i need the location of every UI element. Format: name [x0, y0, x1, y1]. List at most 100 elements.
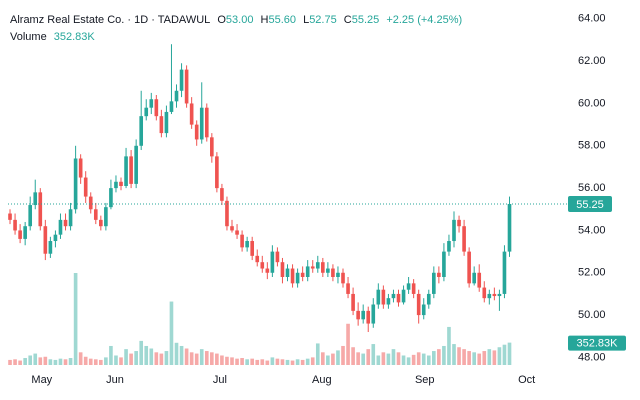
- volume-bar: [432, 351, 436, 365]
- volume-bar: [376, 355, 381, 365]
- candle-body: [245, 241, 249, 248]
- volume-bar: [497, 347, 502, 365]
- volume-bar: [346, 323, 350, 365]
- volume-bar: [149, 348, 154, 365]
- y-tick-label: 52.00: [578, 267, 606, 279]
- candle-body: [184, 69, 189, 104]
- candle-body: [285, 268, 290, 277]
- candle-body: [199, 107, 204, 140]
- candle-body: [58, 219, 63, 235]
- volume-bar: [184, 348, 189, 365]
- volume-bar: [68, 358, 73, 365]
- volume-bar: [285, 359, 290, 365]
- candle-body: [210, 137, 214, 157]
- candle-body: [174, 90, 179, 102]
- candle-body: [129, 156, 133, 184]
- volume-bar: [507, 342, 512, 365]
- volume-bar: [124, 349, 128, 365]
- volume-bar: [366, 349, 371, 365]
- candle-body: [215, 156, 219, 189]
- x-tick-label: Sep: [415, 374, 435, 386]
- candle-body: [8, 213, 12, 220]
- volume-bar: [114, 355, 118, 365]
- open-value: 53.00: [225, 14, 254, 26]
- volume-bar: [134, 351, 138, 365]
- volume-bar: [457, 347, 461, 365]
- volume-bar: [442, 345, 446, 365]
- candle-body: [63, 219, 68, 227]
- volume-bar: [53, 359, 58, 365]
- volume-bar: [265, 360, 270, 365]
- y-tick-label: 56.00: [578, 182, 606, 194]
- volume-bar: [144, 345, 149, 365]
- candle-body: [487, 293, 492, 299]
- volume-bar: [43, 356, 48, 365]
- symbol: Alramz Real Estate Co. · 1D · TADAWUL: [10, 14, 211, 26]
- volume-bar: [33, 353, 38, 365]
- volume-bar: [129, 353, 133, 365]
- candle-body: [492, 293, 497, 297]
- candle-body: [467, 251, 471, 284]
- volume-bar: [240, 358, 244, 365]
- volume-bar: [58, 358, 63, 365]
- candle-body: [48, 241, 53, 254]
- candle-body: [270, 251, 275, 273]
- candle-body: [250, 241, 255, 256]
- candle-body: [386, 298, 391, 305]
- candle-body: [18, 230, 22, 239]
- low-value: 52.75: [309, 14, 337, 26]
- volume-bar: [139, 340, 144, 365]
- y-tick-label: 50.00: [578, 309, 606, 321]
- open-label: O: [217, 14, 226, 26]
- volume-bar: [452, 344, 456, 365]
- volume-bar: [48, 359, 53, 365]
- volume-bar: [290, 360, 295, 365]
- candle-body: [406, 283, 411, 290]
- candle-body: [109, 188, 113, 208]
- volume-bar: [310, 357, 315, 365]
- candle-body: [13, 219, 17, 231]
- volume-label: Volume: [10, 31, 47, 43]
- last-price-label: 55.25: [576, 199, 604, 211]
- volume-bar: [356, 352, 360, 365]
- volume-bar: [315, 343, 320, 365]
- volume-bar: [351, 347, 355, 365]
- volume-bar: [235, 358, 239, 365]
- volume-bar: [8, 359, 12, 365]
- candle-body: [497, 293, 502, 297]
- x-tick-label: May: [31, 374, 52, 386]
- volume-bar: [88, 358, 93, 365]
- x-tick-label: Aug: [312, 374, 332, 386]
- candle-body: [295, 272, 300, 284]
- candle-body: [346, 283, 350, 294]
- candle-body: [361, 310, 366, 320]
- candle-body: [321, 262, 325, 273]
- volume-bar: [381, 352, 386, 365]
- candle-body: [356, 310, 360, 320]
- x-tick-label: Jun: [106, 374, 124, 386]
- y-tick-label: 60.00: [578, 97, 606, 109]
- volume-bar: [154, 352, 159, 365]
- volume-bar: [210, 352, 214, 365]
- candle-body: [416, 293, 421, 316]
- candle-body: [280, 262, 285, 277]
- candle-body: [134, 145, 138, 184]
- candle-body: [194, 124, 199, 140]
- candle-body: [331, 268, 335, 277]
- volume-bar: [437, 349, 441, 365]
- price-row: Alramz Real Estate Co. · 1D · TADAWUL O5…: [10, 12, 466, 29]
- candle-body: [452, 219, 456, 242]
- volume-bar: [83, 356, 88, 365]
- candle-body: [53, 234, 58, 242]
- legend-header: Alramz Real Estate Co. · 1D · TADAWUL O5…: [10, 12, 466, 46]
- candle-body: [23, 226, 27, 239]
- candle-body: [204, 107, 209, 138]
- candle-body: [432, 272, 436, 294]
- volume-bar: [411, 354, 416, 365]
- candle-body: [189, 103, 194, 125]
- candle-body: [426, 293, 431, 305]
- y-tick-label: 64.00: [578, 13, 606, 25]
- volume-bar: [406, 357, 411, 365]
- close-value: 55.25: [351, 14, 380, 26]
- volume-bar: [341, 345, 345, 365]
